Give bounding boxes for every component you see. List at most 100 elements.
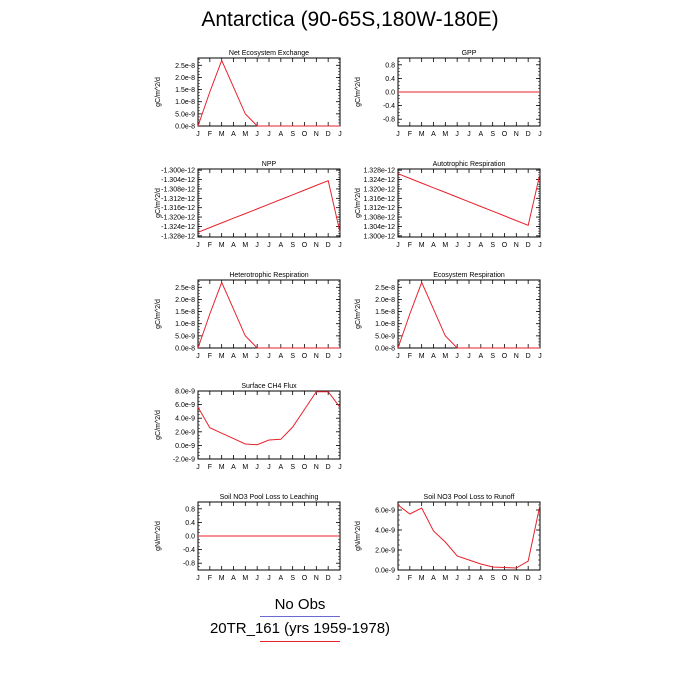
x-tick-label: J: [255, 131, 259, 138]
chart-panel-7: Soil NO3 Pool Loss to Leaching gN/m^2/d -0…: [155, 494, 342, 582]
chart-panel-2: NPP gC/m^2/d -1.328e-12 -1.324e-12 -1.320e-1…: [155, 161, 342, 249]
plot-frame: [197, 168, 341, 238]
x-tick-label: J: [467, 575, 471, 582]
y-tick-label: -2.0e-9: [173, 457, 195, 464]
panel-title: Autotrophic Respiration: [433, 161, 506, 168]
x-tick-label: F: [408, 131, 412, 138]
x-tick-label: F: [208, 242, 212, 249]
y-tick-label: 0.8: [385, 62, 395, 69]
x-tick-label: J: [255, 242, 259, 249]
y-tick-label: 1.328e-12: [363, 168, 395, 175]
x-tick-label: J: [538, 353, 542, 360]
x-tick-label: N: [314, 464, 319, 471]
y-tick-label: 4.0e-9: [375, 528, 395, 535]
x-tick-label: D: [326, 242, 331, 249]
x-tick-label: N: [314, 575, 319, 582]
y-axis-label: gC/m^2/d: [155, 188, 162, 218]
y-tick-label: 0.8: [185, 506, 195, 513]
y-tick-label: 5.0e-9: [175, 111, 195, 118]
plot-frame: [197, 57, 341, 127]
y-tick-label: 2.5e-8: [175, 63, 195, 70]
x-tick-label: J: [338, 353, 342, 360]
x-tick-label: D: [526, 131, 531, 138]
x-tick-label: J: [338, 131, 342, 138]
x-tick-label: M: [419, 353, 425, 360]
x-tick-label: S: [290, 242, 295, 249]
chart-panel-4: Heterotrophic Respiration gC/m^2/d 0.0e-8 5…: [155, 272, 342, 360]
legend-model-label: 20TR_161 (yrs 1959-1978): [209, 620, 391, 637]
series-line: [197, 180, 341, 233]
x-tick-label: F: [408, 575, 412, 582]
x-tick-label: M: [242, 464, 248, 471]
y-tick-label: 5.0e-9: [175, 333, 195, 340]
y-tick-label: -0.4: [383, 103, 395, 110]
series-line: [197, 281, 340, 349]
plot-frame: [197, 390, 341, 460]
x-tick-label: J: [538, 242, 542, 249]
plot-frame: [397, 279, 541, 349]
x-tick-label: M: [419, 242, 425, 249]
x-tick-label: N: [514, 131, 519, 138]
y-tick-label: -0.4: [183, 547, 195, 554]
x-tick-label: O: [502, 575, 508, 582]
panel-title: Surface CH4 Flux: [241, 383, 297, 390]
panel-title: Heterotrophic Respiration: [229, 272, 308, 279]
series-line: [197, 59, 340, 127]
x-tick-label: O: [302, 131, 308, 138]
x-tick-label: F: [208, 131, 212, 138]
x-tick-label: F: [408, 353, 412, 360]
x-tick-label: M: [219, 575, 225, 582]
x-tick-label: J: [267, 353, 271, 360]
x-tick-label: D: [326, 353, 331, 360]
legend-obs-rule: [260, 616, 340, 617]
panel-title: Soil NO3 Pool Loss to Leaching: [220, 494, 319, 501]
y-tick-label: 6.0e-9: [375, 508, 395, 515]
y-tick-label: 2.5e-8: [375, 285, 395, 292]
x-tick-label: S: [490, 575, 495, 582]
x-tick-label: A: [431, 131, 436, 138]
x-tick-label: J: [467, 131, 471, 138]
x-tick-label: A: [231, 131, 236, 138]
x-tick-label: J: [255, 353, 259, 360]
y-tick-label: -1.320e-12: [161, 215, 195, 222]
x-tick-label: J: [196, 353, 200, 360]
x-tick-label: J: [396, 575, 400, 582]
x-tick-label: A: [278, 242, 283, 249]
x-tick-label: D: [326, 464, 331, 471]
y-tick-label: 1.316e-12: [363, 196, 395, 203]
x-tick-label: A: [231, 353, 236, 360]
x-tick-label: M: [219, 131, 225, 138]
x-tick-label: D: [526, 242, 531, 249]
x-tick-label: O: [502, 131, 508, 138]
y-tick-label: 0.0e-8: [375, 346, 395, 353]
y-tick-label: -1.328e-12: [161, 233, 195, 240]
y-tick-label: 1.5e-8: [175, 87, 195, 94]
chart-panel-8: Soil NO3 Pool Loss to Runoff gN/m^2/d 0.0e…: [355, 494, 542, 582]
y-tick-label: 1.0e-8: [375, 321, 395, 328]
x-tick-label: M: [419, 131, 425, 138]
y-tick-label: 2.0e-8: [175, 75, 195, 82]
y-tick-label: 0.0: [185, 534, 195, 541]
panel-title: Soil NO3 Pool Loss to Runoff: [424, 494, 515, 501]
x-tick-label: J: [455, 242, 459, 249]
y-axis-label: gN/m^2/d: [155, 521, 162, 551]
y-tick-label: 5.0e-9: [375, 333, 395, 340]
x-tick-label: F: [208, 353, 212, 360]
x-tick-label: D: [326, 131, 331, 138]
x-tick-label: A: [431, 575, 436, 582]
x-tick-label: J: [267, 242, 271, 249]
x-tick-label: M: [442, 575, 448, 582]
x-tick-label: M: [242, 131, 248, 138]
x-tick-label: A: [231, 242, 236, 249]
x-tick-label: J: [255, 464, 259, 471]
y-tick-label: -1.304e-12: [161, 177, 195, 184]
y-tick-label: -0.8: [183, 561, 195, 568]
x-tick-label: J: [338, 575, 342, 582]
y-tick-label: 1.0e-8: [175, 321, 195, 328]
y-axis-label: gC/m^2/d: [155, 77, 162, 107]
x-tick-label: S: [490, 353, 495, 360]
chart-panel-3: Autotrophic Respiration gC/m^2/d 1.300e-12…: [355, 161, 542, 249]
y-tick-label: 2.0e-9: [175, 429, 195, 436]
x-tick-label: A: [431, 242, 436, 249]
y-tick-label: 1.312e-12: [363, 205, 395, 212]
